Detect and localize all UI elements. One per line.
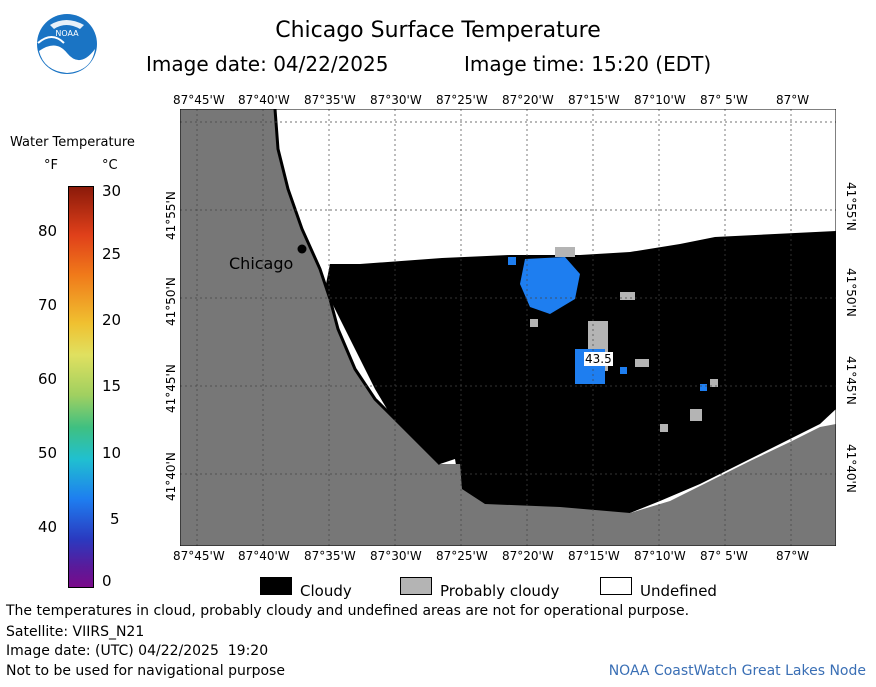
undefined-label: Undefined: [640, 582, 717, 600]
svg-text:NOAA: NOAA: [55, 29, 79, 38]
lon-tick-bottom: 87°15'W: [568, 549, 620, 563]
credit-link[interactable]: NOAA CoastWatch Great Lakes Node: [608, 663, 866, 679]
satellite-text: Satellite: VIIRS_N21: [6, 624, 145, 640]
c-tick: 0: [102, 572, 112, 590]
temperature-label: 43.5: [584, 352, 613, 366]
f-tick: 40: [38, 518, 58, 536]
probably-cloudy-area: [530, 319, 538, 327]
c-tick: 15: [102, 377, 122, 395]
lon-tick-top: 87°30'W: [370, 93, 422, 107]
water-temperature-area: [620, 367, 627, 374]
probably-cloudy-area: [635, 359, 649, 367]
utc-date-text: Image date: (UTC) 04/22/2025 19:20: [6, 643, 269, 659]
f-tick: 50: [38, 444, 58, 462]
lon-tick-bottom: 87°20'W: [502, 549, 554, 563]
legend-title: Water Temperature: [10, 135, 135, 150]
coastline: [273, 109, 442, 466]
undefined-swatch: [600, 577, 632, 595]
lon-tick-bottom: 87°30'W: [370, 549, 422, 563]
lon-tick-top: 87°25'W: [436, 93, 488, 107]
lat-tick-left: 41°40'N: [164, 452, 178, 501]
lat-tick-left: 41°50'N: [164, 277, 178, 326]
c-tick: 30: [102, 182, 122, 200]
lon-tick-bottom: 87°W: [776, 549, 810, 563]
water-temperature-area: [520, 257, 580, 314]
probably-cloudy-area: [710, 379, 718, 387]
lat-tick-right: 41°55'N: [844, 182, 858, 231]
probably-cloudy-label: Probably cloudy: [440, 582, 560, 600]
f-tick: 60: [38, 370, 58, 388]
probably-cloudy-area: [690, 409, 702, 421]
lon-tick-top: 87°40'W: [238, 93, 290, 107]
page-title: Chicago Surface Temperature: [275, 18, 601, 43]
lon-tick-top: 87° 5'W: [700, 93, 748, 107]
lat-tick-right: 41°50'N: [844, 268, 858, 317]
lon-tick-top: 87°10'W: [634, 93, 686, 107]
lat-tick-right: 41°45'N: [844, 356, 858, 405]
lon-tick-top: 87°45'W: [173, 93, 225, 107]
probably-cloudy-area: [620, 292, 635, 300]
f-tick: 70: [38, 296, 58, 314]
cloudy-label: Cloudy: [300, 582, 352, 600]
chicago-label: Chicago: [229, 254, 294, 273]
color-bar: [68, 186, 94, 588]
unit-celsius: °C: [102, 158, 118, 173]
lat-tick-left: 41°45'N: [164, 364, 178, 413]
lon-tick-top: 87°W: [776, 93, 810, 107]
lon-tick-bottom: 87°45'W: [173, 549, 225, 563]
noaa-logo: NOAA: [37, 14, 97, 74]
unit-fahrenheit: °F: [44, 158, 58, 173]
graticule: [180, 109, 836, 546]
image-date-label: Image date: 04/22/2025: [146, 52, 389, 76]
chicago-marker: [297, 244, 307, 254]
lon-tick-bottom: 87°10'W: [634, 549, 686, 563]
lon-tick-top: 87°15'W: [568, 93, 620, 107]
image-time-label: Image time: 15:20 (EDT): [464, 52, 712, 76]
lat-tick-right: 41°40'N: [844, 444, 858, 493]
c-tick: 20: [102, 311, 122, 329]
lon-tick-top: 87°35'W: [304, 93, 356, 107]
lat-tick-left: 41°55'N: [164, 191, 178, 240]
lon-tick-top: 87°20'W: [502, 93, 554, 107]
land-area: [180, 109, 836, 546]
lon-tick-bottom: 87°40'W: [238, 549, 290, 563]
probably-cloudy-swatch: [400, 577, 432, 595]
c-tick: 5: [110, 510, 120, 528]
water-temperature-area: [700, 384, 707, 391]
lon-tick-bottom: 87°25'W: [436, 549, 488, 563]
c-tick: 25: [102, 245, 122, 263]
f-tick: 80: [38, 222, 58, 240]
probably-cloudy-area: [660, 424, 668, 432]
water-temperature-area: [508, 257, 516, 265]
lon-tick-bottom: 87° 5'W: [700, 549, 748, 563]
c-tick: 10: [102, 444, 122, 462]
temperature-map: [180, 109, 836, 546]
cloudy-swatch: [260, 577, 292, 595]
navigation-note: Not to be used for navigational purpose: [6, 663, 285, 679]
probably-cloudy-area: [555, 247, 575, 257]
disclaimer-text: The temperatures in cloud, probably clou…: [6, 603, 690, 619]
lon-tick-bottom: 87°35'W: [304, 549, 356, 563]
